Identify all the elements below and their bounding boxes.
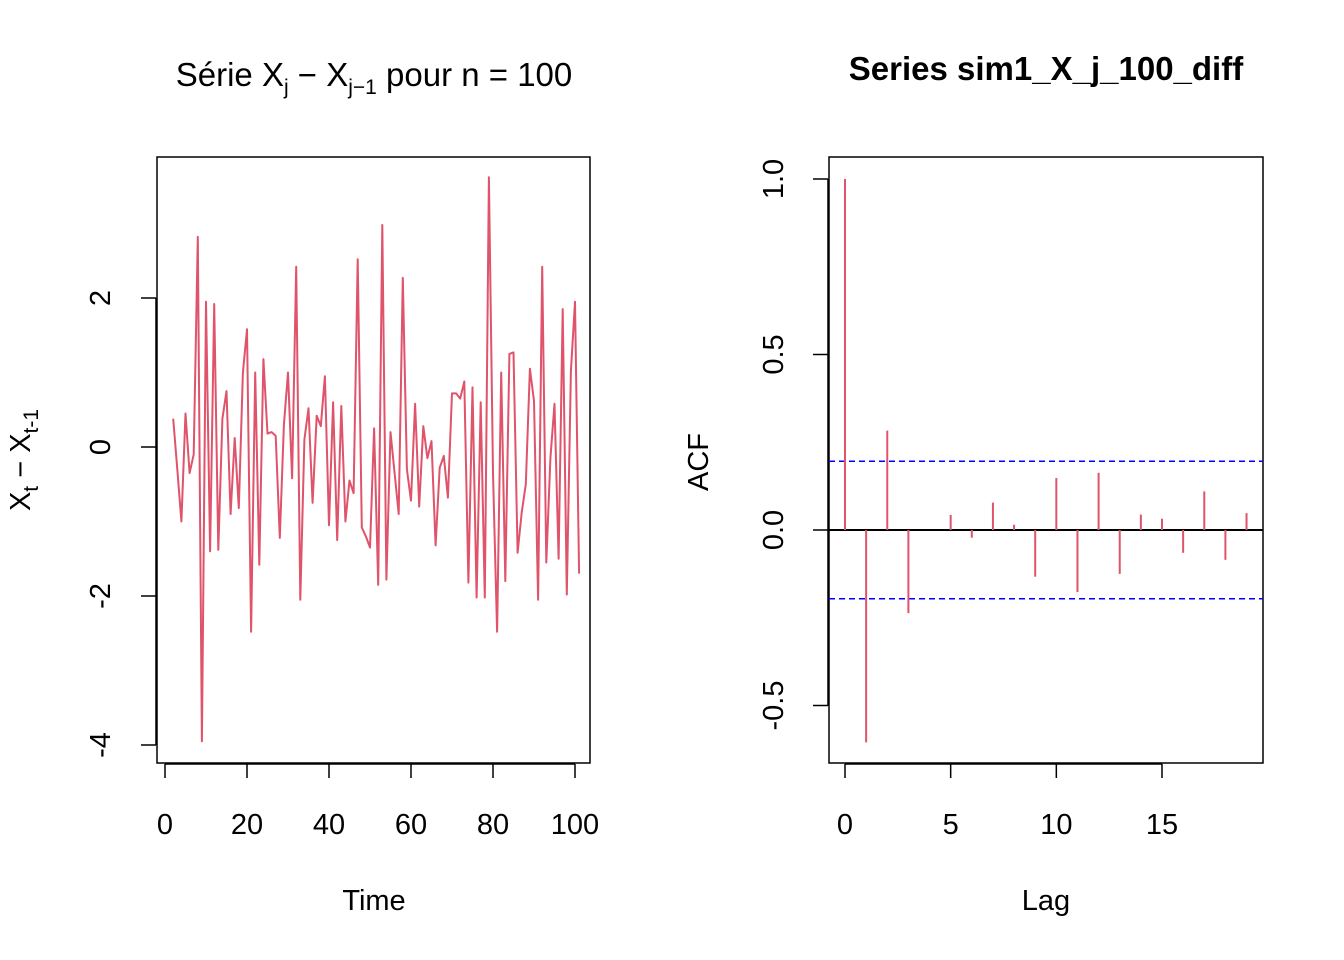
acf-x-axis: 0 5 10 15 — [837, 763, 1178, 841]
acf-y-tick-label: 0.5 — [758, 334, 790, 374]
timeseries-y-tick-label: -4 — [85, 732, 117, 758]
timeseries-y-axis: -4 -2 0 2 — [85, 290, 157, 758]
acf-y-tick-label: 0.0 — [758, 510, 790, 550]
timeseries-y-tick-label: -2 — [85, 583, 117, 609]
timeseries-x-tick-label: 0 — [157, 809, 173, 841]
timeseries-x-tick-label: 80 — [477, 809, 509, 841]
acf-x-tick-label: 5 — [943, 809, 959, 841]
acf-panel: Series sim1_X_j_100_diff 0 5 10 15 -0.5 0.0 0… — [683, 50, 1264, 917]
acf-y-axis: -0.5 0.0 0.5 1.0 — [758, 159, 829, 731]
acf-y-tick-label: 1.0 — [758, 159, 790, 199]
timeseries-title: Série Xj − Xj−1 pour n = 100 — [176, 56, 573, 99]
acf-y-tick-label: -0.5 — [758, 681, 790, 731]
acf-y-label: ACF — [683, 433, 715, 491]
timeseries-y-label: Xt − Xt-1 — [5, 409, 43, 511]
timeseries-series-line — [172, 176, 581, 743]
timeseries-plot-frame — [156, 156, 591, 764]
acf-title: Series sim1_X_j_100_diff — [849, 50, 1244, 87]
acf-plot-frame — [828, 156, 1264, 764]
acf-x-label: Lag — [1022, 885, 1070, 917]
acf-marks — [829, 179, 1263, 743]
acf-x-tick-label: 15 — [1146, 809, 1178, 841]
timeseries-x-tick-label: 60 — [395, 809, 427, 841]
acf-x-tick-label: 0 — [837, 809, 853, 841]
timeseries-x-axis: 0 20 40 60 80 100 — [157, 763, 599, 841]
timeseries-x-label: Time — [342, 885, 405, 917]
timeseries-x-tick-label: 20 — [231, 809, 263, 841]
timeseries-panel: Série Xj − Xj−1 pour n = 100 0 20 40 60 80 10… — [5, 56, 599, 917]
timeseries-x-tick-label: 40 — [313, 809, 345, 841]
timeseries-x-tick-label: 100 — [551, 809, 599, 841]
timeseries-y-tick-label: 2 — [85, 290, 117, 306]
acf-x-tick-label: 10 — [1040, 809, 1072, 841]
timeseries-y-tick-label: 0 — [85, 439, 117, 455]
